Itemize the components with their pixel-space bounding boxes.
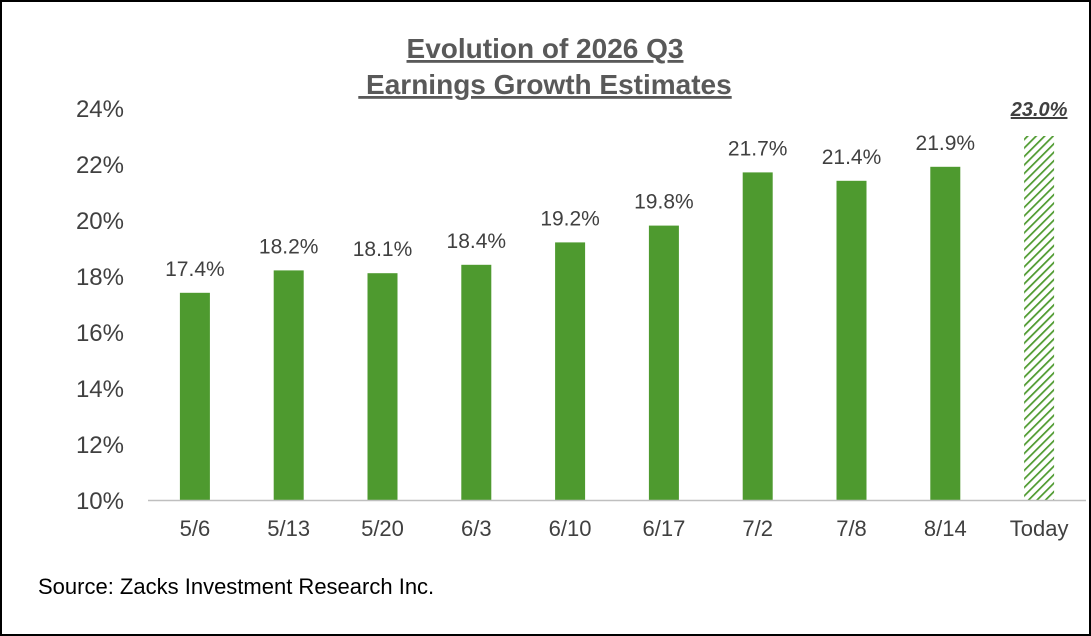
chart-subtitle: Earnings Growth Estimates [358, 69, 731, 100]
x-tick-label: 5/13 [267, 516, 310, 541]
y-tick-label: 12% [76, 432, 124, 459]
x-tick-label: 6/3 [461, 516, 492, 541]
data-label: 21.9% [916, 132, 976, 155]
data-label: 23.0% [1010, 99, 1068, 121]
bar [648, 225, 679, 500]
data-label: 17.4% [165, 258, 225, 281]
bar [836, 180, 867, 501]
y-tick-label: 22% [76, 152, 124, 179]
chart-title: Evolution of 2026 Q3 [407, 33, 684, 64]
y-tick-label: 16% [76, 320, 124, 347]
x-tick-label: 5/20 [361, 516, 404, 541]
data-label-group: 17.4% 18.2% 18.1% 18.4% 19.2% 19.8% 21.7% 21.4%… [165, 99, 1068, 281]
data-label: 18.1% [353, 238, 413, 261]
bar [367, 273, 398, 500]
y-tick-label: 20% [76, 208, 124, 235]
data-label: 18.2% [259, 235, 319, 258]
x-axis-ticks: 5/6 5/13 5/20 6/3 6/10 6/17 7/2 7/8 8/14 Today [180, 516, 1069, 541]
bar [273, 270, 304, 500]
x-tick-label: 6/17 [642, 516, 685, 541]
bar [461, 264, 492, 500]
data-label: 21.7% [728, 137, 788, 160]
data-label: 19.8% [634, 191, 694, 214]
x-tick-label: 5/6 [180, 516, 211, 541]
y-tick-label: 24% [76, 96, 124, 123]
x-tick-label: 8/14 [924, 516, 967, 541]
y-axis-ticks: 10% 12% 14% 16% 18% 20% 22% 24% [76, 96, 124, 515]
bar [742, 172, 773, 500]
x-tick-label: 6/10 [549, 516, 592, 541]
bar [179, 292, 210, 500]
y-tick-label: 18% [76, 264, 124, 291]
y-tick-label: 14% [76, 376, 124, 403]
bar-today-hatched [1024, 136, 1055, 500]
data-label: 19.2% [540, 207, 600, 230]
bar-group [179, 136, 1055, 501]
data-label: 18.4% [447, 230, 507, 253]
x-tick-label: 7/8 [836, 516, 867, 541]
y-tick-label: 10% [76, 488, 124, 515]
data-label: 21.4% [822, 146, 882, 169]
x-tick-label: Today [1010, 516, 1069, 541]
bar [930, 166, 961, 501]
x-tick-label: 7/2 [742, 516, 773, 541]
source-note: Source: Zacks Investment Research Inc. [38, 574, 435, 599]
bar [555, 242, 586, 500]
